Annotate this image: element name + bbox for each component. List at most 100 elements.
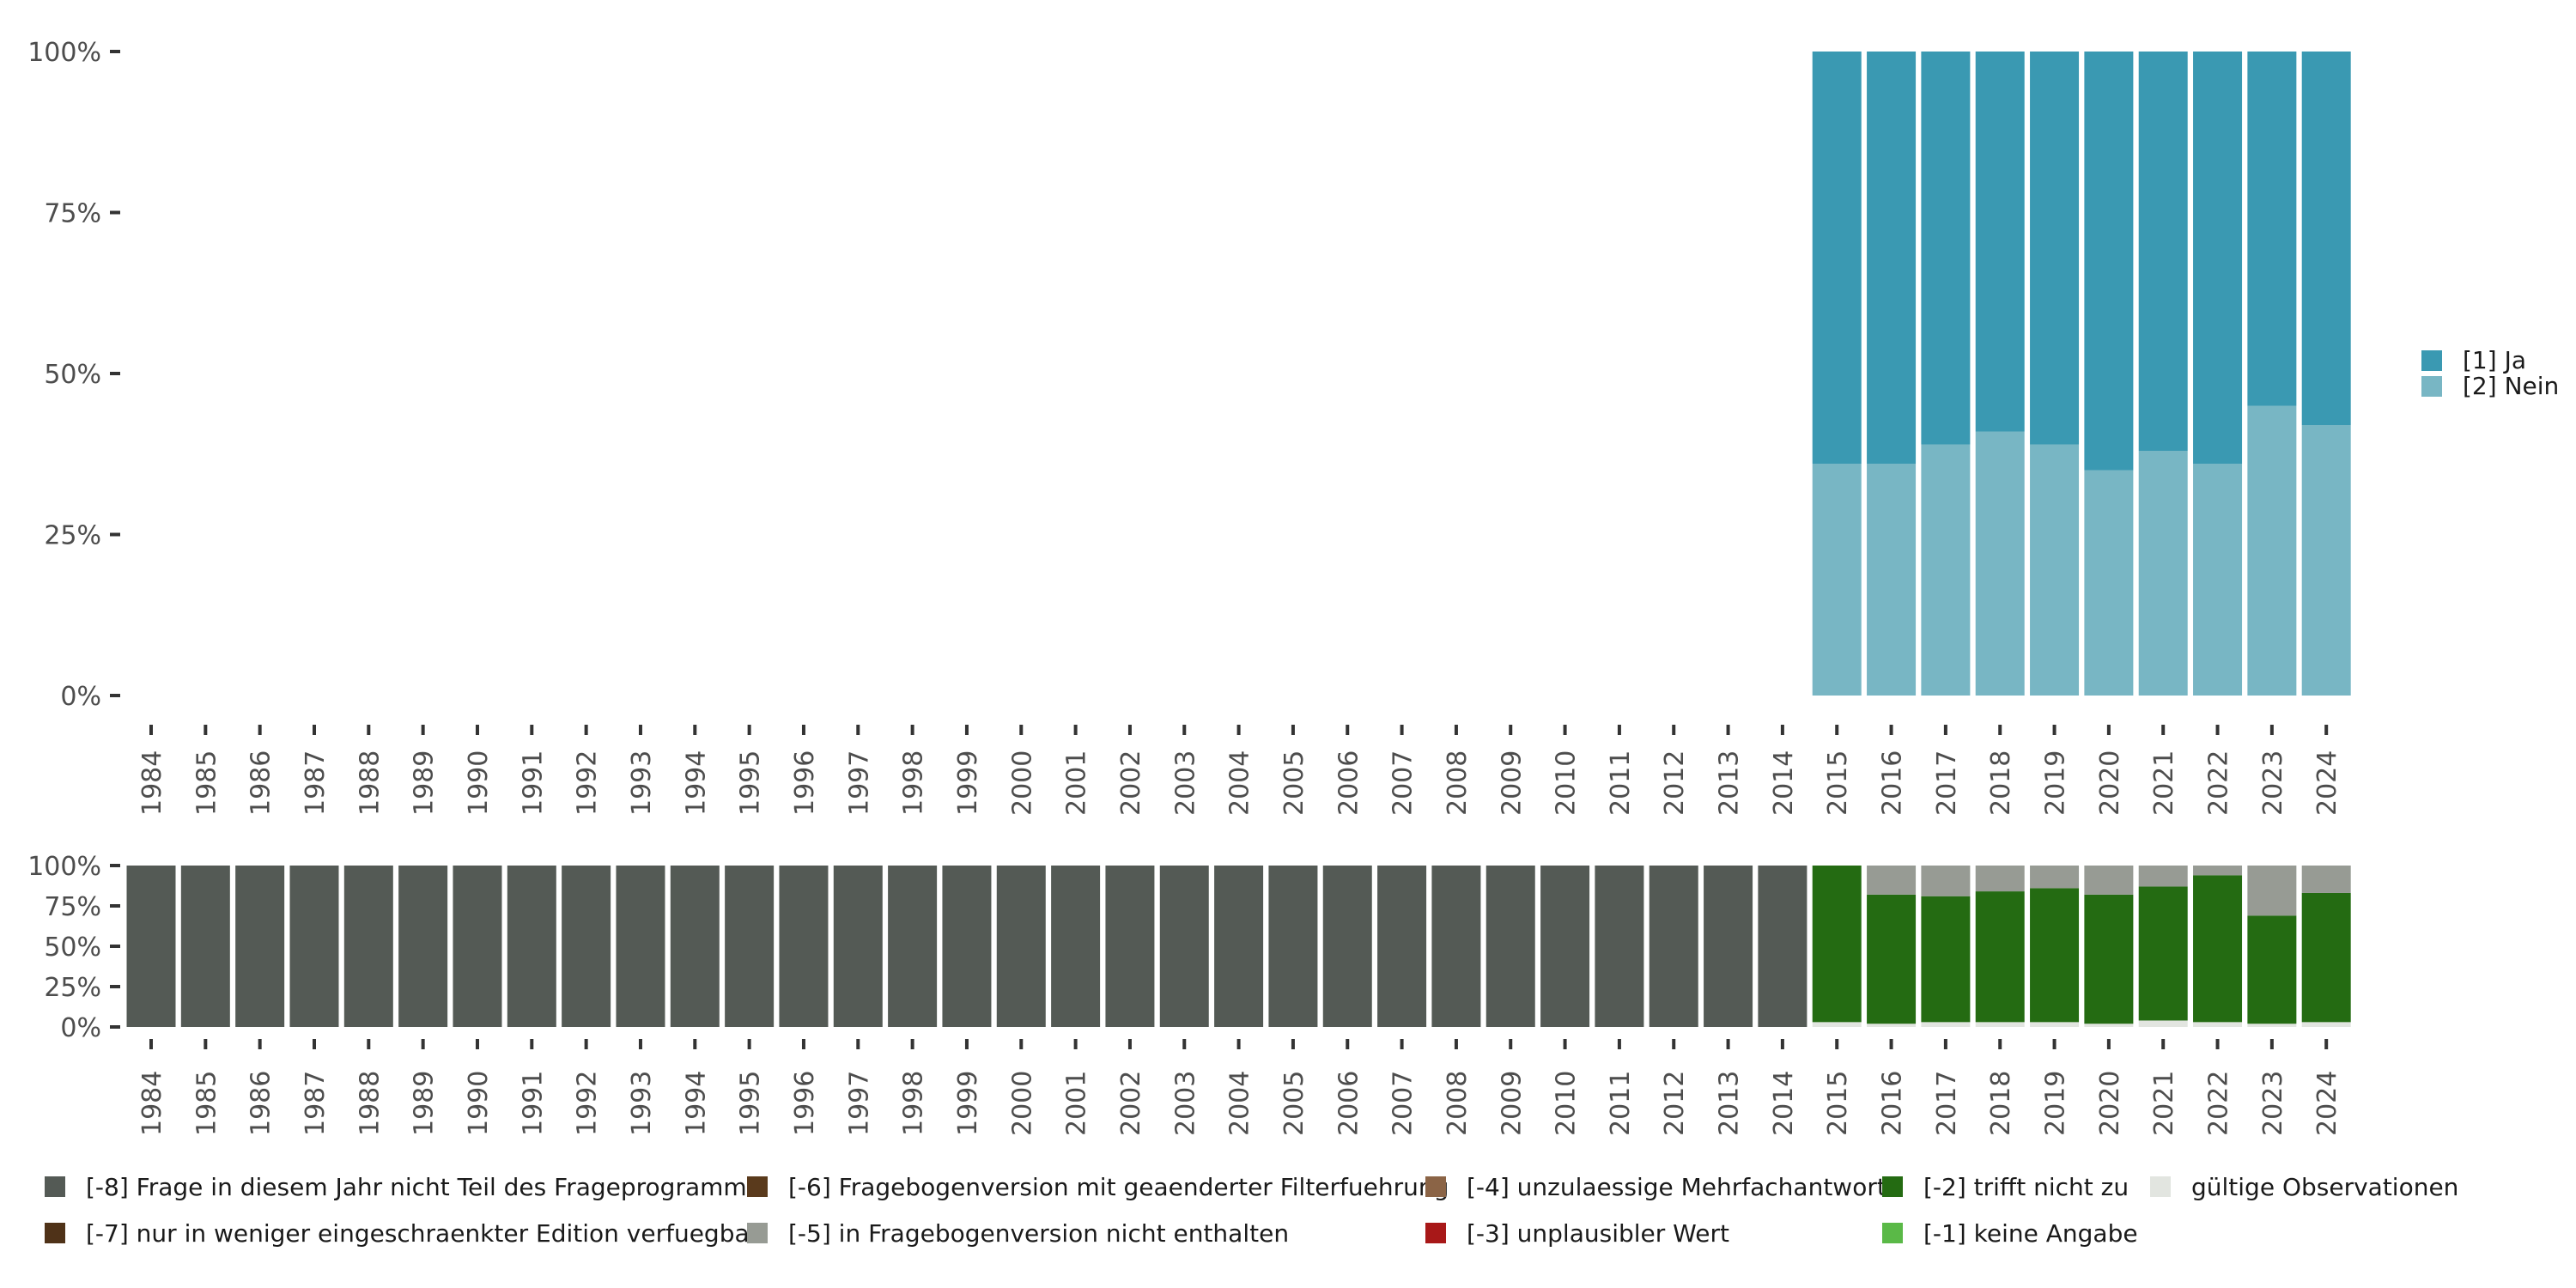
legend-swatch <box>747 1176 768 1197</box>
bottom-x-tick-label: 2016 <box>1878 1071 1908 1136</box>
bottom-legend: [-8] Frage in diesem Jahr nicht Teil des… <box>45 1173 2458 1248</box>
top-x-tick-label: 2018 <box>1986 750 2016 816</box>
top-x-tick-label: 2001 <box>1062 750 1092 816</box>
bottom-bar-segment <box>2193 1022 2243 1027</box>
top-bar-segment <box>2138 451 2188 696</box>
legend-swatch <box>45 1223 65 1243</box>
bottom-bar-segment <box>1377 866 1427 1027</box>
top-y-tick-label: 0% <box>60 682 101 712</box>
bottom-bar-segment <box>1268 866 1318 1027</box>
bottom-bar-segment <box>2138 1020 2188 1027</box>
top-x-tick-label: 2013 <box>1715 750 1745 816</box>
legend-swatch <box>1882 1176 1903 1197</box>
top-x-tick-label: 2006 <box>1334 750 1364 816</box>
bottom-x-tick-label: 2024 <box>2312 1071 2342 1136</box>
bottom-bar-segment <box>126 866 176 1027</box>
top-x-tick-label: 1987 <box>301 750 331 816</box>
bottom-bar-segment <box>833 866 883 1027</box>
legend-swatch <box>1425 1176 1446 1197</box>
bottom-bar-segment <box>670 866 720 1027</box>
bottom-x-tick-label: 2013 <box>1715 1071 1745 1136</box>
legend-label: gültige Observationen <box>2191 1173 2458 1201</box>
top-x-tick-label: 2005 <box>1279 750 1309 816</box>
bottom-x-tick-label: 2022 <box>2204 1071 2234 1136</box>
legend-label: [-6] Fragebogenversion mit geaenderter F… <box>788 1173 1449 1201</box>
bottom-x-tick-label: 1989 <box>410 1071 440 1136</box>
top-x-tick-label: 2014 <box>1769 750 1799 816</box>
bottom-bar-segment <box>180 866 230 1027</box>
bottom-bar-segment <box>1975 866 2025 892</box>
top-bar-segment <box>2138 52 2188 451</box>
bottom-bar-segment <box>2247 1024 2297 1027</box>
bottom-bar-segment <box>1758 866 1807 1027</box>
top-bar-segment <box>2301 52 2351 425</box>
top-bar-segment <box>2193 52 2243 464</box>
bottom-x-tick-label: 2007 <box>1388 1071 1419 1136</box>
top-bar-segment <box>2193 464 2243 696</box>
bottom-x-tick-label: 2014 <box>1769 1071 1799 1136</box>
bottom-x-tick-label: 1995 <box>736 1071 766 1136</box>
bottom-x-tick-label: 2001 <box>1062 1071 1092 1136</box>
bottom-x-tick-label: 2017 <box>1932 1071 1962 1136</box>
top-x-tick-label: 1996 <box>790 750 820 816</box>
bottom-x-tick-label: 2010 <box>1552 1071 1582 1136</box>
bottom-bar-segment <box>1540 866 1590 1027</box>
bottom-bar-segment <box>2301 1022 2351 1027</box>
legend-label: [-8] Frage in diesem Jahr nicht Teil des… <box>86 1173 759 1201</box>
top-bar-segment <box>2301 425 2351 696</box>
bottom-bar-segment <box>1214 866 1264 1027</box>
bottom-x-tick-label: 2000 <box>1007 1071 1037 1136</box>
bottom-bar-segment <box>2193 875 2243 1023</box>
bottom-bar-segment <box>235 866 285 1027</box>
top-x-tick-label: 1986 <box>246 750 276 816</box>
bottom-bar-segment <box>1975 891 2025 1023</box>
top-x-tick-label: 2009 <box>1497 750 1527 816</box>
top-y-tick-label: 50% <box>44 360 101 390</box>
bottom-x-tick-label: 1996 <box>790 1071 820 1136</box>
bottom-x-tick-label: 2021 <box>2149 1071 2179 1136</box>
top-x-tick-label: 1998 <box>899 750 929 816</box>
top-legend: [1] Ja[2] Nein <box>2421 346 2559 400</box>
bottom-bar-segment <box>562 866 611 1027</box>
bottom-x-tick-label: 1988 <box>355 1071 385 1136</box>
bottom-x-tick-label: 2005 <box>1279 1071 1309 1136</box>
legend-label: [-3] unplausibler Wert <box>1467 1219 1729 1248</box>
bottom-bar-segment <box>616 866 665 1027</box>
bottom-bar-segment <box>888 866 938 1027</box>
top-x-tick-label: 2000 <box>1007 750 1037 816</box>
bottom-bar-segment <box>1595 866 1644 1027</box>
legend-label: [-7] nur in weniger eingeschraenkter Edi… <box>86 1219 760 1248</box>
bottom-bar-segment <box>2030 888 2080 1023</box>
bottom-bar-segment <box>2138 866 2188 887</box>
top-x-tick-label: 2004 <box>1225 750 1255 816</box>
legend-label: [2] Nein <box>2463 372 2559 400</box>
top-x-tick-label: 2021 <box>2149 750 2179 816</box>
bottom-y-tick-label: 0% <box>60 1013 101 1043</box>
bottom-bar-segment <box>1921 896 1971 1023</box>
bottom-x-tick-label: 1987 <box>301 1071 331 1136</box>
bottom-x-tick-label: 2012 <box>1660 1071 1690 1136</box>
top-x-tick-label: 2003 <box>1170 750 1200 816</box>
legend-label: [-2] trifft nicht zu <box>1923 1173 2129 1201</box>
bottom-bar-segment <box>1975 1022 2025 1027</box>
bottom-y-tick-label: 25% <box>44 973 101 1003</box>
bottom-x-tick-label: 2008 <box>1443 1071 1473 1136</box>
top-bar-segment <box>2084 470 2134 696</box>
bottom-bar-segment <box>1485 866 1535 1027</box>
top-x-tick-label: 1993 <box>627 750 657 816</box>
top-x-tick-label: 1989 <box>410 750 440 816</box>
bottom-bar-segment <box>289 866 339 1027</box>
top-x-tick-label: 2002 <box>1116 750 1146 816</box>
bottom-x-tick-label: 1990 <box>464 1071 494 1136</box>
bottom-x-tick-label: 1993 <box>627 1071 657 1136</box>
top-bar-segment <box>2247 52 2297 406</box>
bottom-bar-segment <box>2138 886 2188 1021</box>
bottom-x-tick-label: 2003 <box>1170 1071 1200 1136</box>
bottom-x-tick-label: 1994 <box>681 1071 711 1136</box>
bottom-bar-segment <box>1704 866 1753 1027</box>
bottom-bar-segment <box>2301 866 2351 893</box>
top-y-tick-label: 75% <box>44 199 101 229</box>
bottom-y-tick-label: 50% <box>44 933 101 963</box>
bottom-bar-segment <box>1921 1022 1971 1027</box>
